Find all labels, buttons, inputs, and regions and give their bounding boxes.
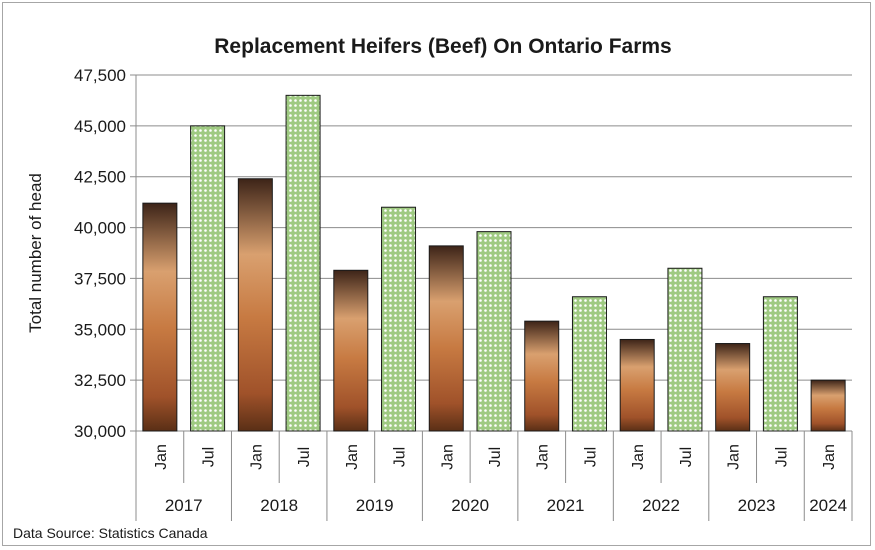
bars (142, 94, 846, 432)
x-tick-label-month: Jul (582, 447, 599, 467)
y-tick-label: 37,500 (74, 269, 126, 288)
bar-2022-jul (667, 267, 703, 432)
x-tick-label-year: 2023 (738, 496, 776, 515)
chart-svg: Replacement Heifers (Beef) On Ontario Fa… (13, 35, 853, 541)
y-tick-label: 30,000 (74, 422, 126, 441)
x-tick-label-month: Jan (821, 444, 838, 470)
x-tick-label-month: Jan (439, 444, 456, 470)
bar-2021-jan (524, 320, 560, 432)
y-axis-label: Total number of head (26, 173, 45, 333)
bar-2021-jul (571, 296, 607, 432)
x-tick-label-month: Jan (630, 444, 647, 470)
x-tick-label-year: 2024 (809, 496, 847, 515)
bar-2023-jan (715, 343, 751, 432)
data-source-note: Data Source: Statistics Canada (13, 525, 208, 541)
y-tick-label: 47,500 (74, 66, 126, 85)
x-tick-label-month: Jan (344, 444, 361, 470)
y-tick-label: 32,500 (74, 371, 126, 390)
x-tick-label-month: Jan (535, 444, 552, 470)
bar-2017-jan (142, 202, 178, 432)
bar-2020-jul (476, 231, 512, 432)
bar-2018-jul (285, 94, 321, 432)
bar-2018-jan (237, 178, 273, 432)
bar-2020-jan (428, 245, 464, 432)
y-tick-label: 45,000 (74, 117, 126, 136)
x-tick-label-month: Jul (487, 447, 504, 467)
x-tick-label-year: 2022 (642, 496, 680, 515)
bar-2017-jul (190, 125, 226, 432)
bar-2019-jan (333, 269, 369, 432)
x-tick-label-month: Jan (248, 444, 265, 470)
x-tick-label-month: Jul (201, 447, 218, 467)
y-tick-label: 35,000 (74, 320, 126, 339)
x-axis-categories: Jan Jul Jan Jul Jan Jul Jan Jul Jan Jul Jan Jul Jan J… (135, 431, 853, 521)
x-tick-label-month: Jul (773, 447, 790, 467)
bar-2019-jul (381, 206, 417, 432)
x-tick-label-year: 2021 (547, 496, 585, 515)
x-tick-label-month: Jul (678, 447, 695, 467)
chart-title: Replacement Heifers (Beef) On Ontario Fa… (214, 35, 671, 58)
bar-2022-jan (619, 338, 655, 432)
y-tick-label: 42,500 (74, 168, 126, 187)
x-tick-label-year: 2018 (260, 496, 298, 515)
y-axis-ticks: 30,000 32,500 35,000 37,500 40,000 42,500 45,0… (74, 66, 126, 441)
x-tick-label-year: 2020 (451, 496, 489, 515)
y-tick-label: 40,000 (74, 219, 126, 238)
x-tick-label-year: 2017 (165, 496, 203, 515)
x-tick-label-month: Jul (296, 447, 313, 467)
x-tick-label-month: Jul (392, 447, 409, 467)
x-tick-label-month: Jan (726, 444, 743, 470)
x-tick-label-month: Jan (153, 444, 170, 470)
x-tick-label-year: 2019 (356, 496, 394, 515)
bar-2023-jul (762, 296, 798, 432)
bar-2024-jan (810, 379, 846, 432)
